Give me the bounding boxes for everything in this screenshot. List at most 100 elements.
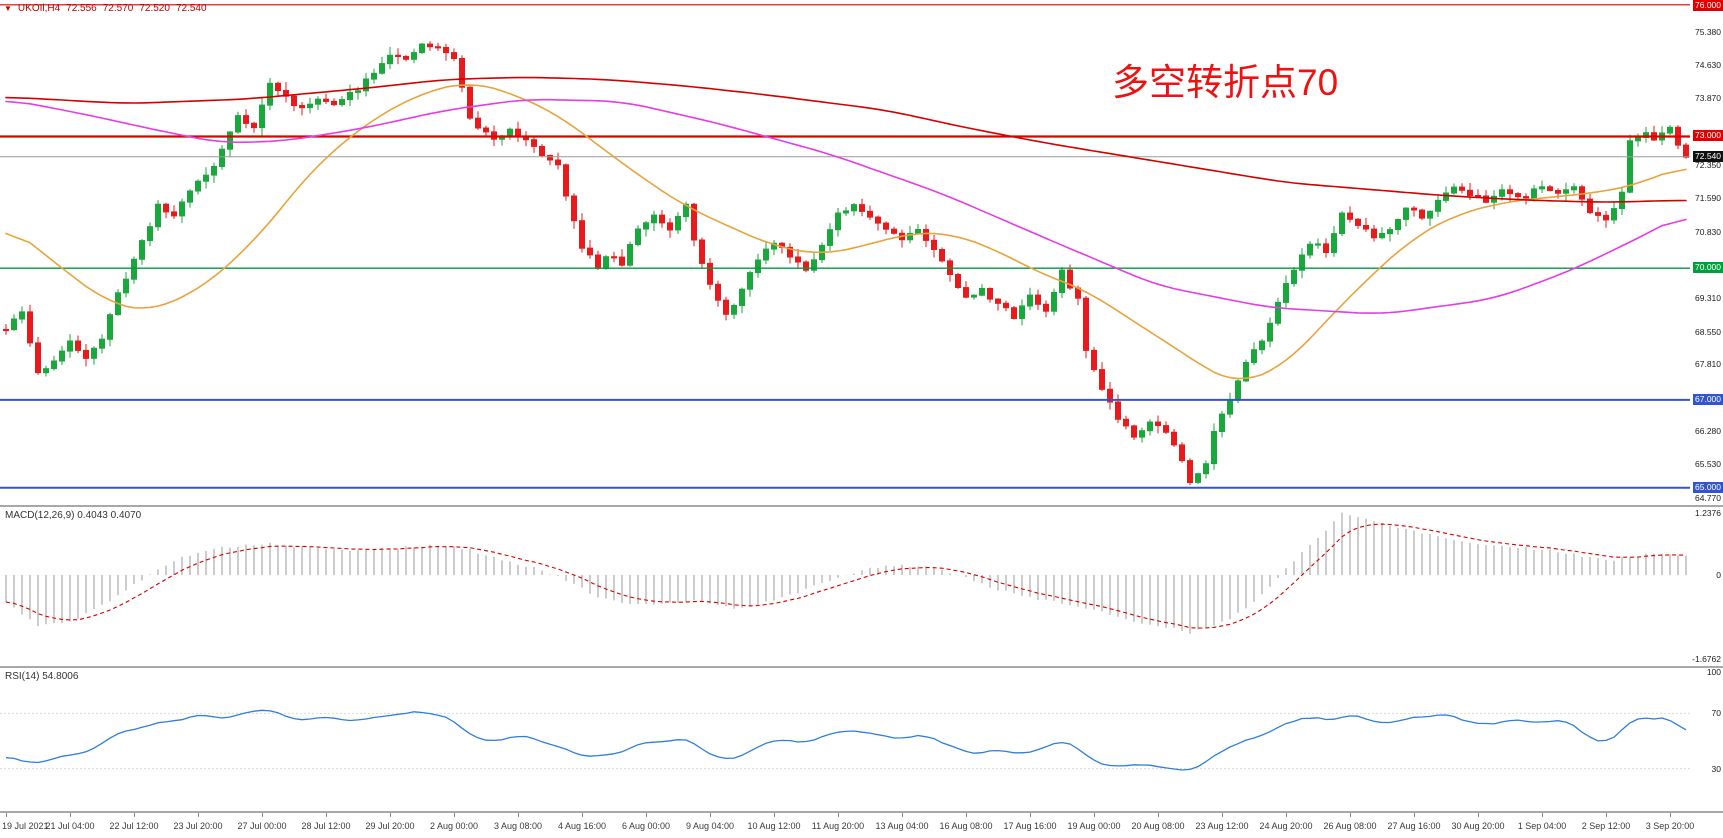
rsi-label: RSI(14) 54.8006 [5,671,79,682]
time-axis-tick [774,813,775,817]
price-axis-tick: 73.870 [1695,93,1721,104]
time-axis-label: 30 Aug 20:00 [1451,821,1505,831]
time-axis-tick [518,813,519,817]
time-axis-tick [1350,813,1351,817]
macd-axis-tick: 0 [1716,570,1721,580]
ma-slow-red [5,76,1687,203]
candles-layer [3,41,1689,486]
rsi-line [5,709,1687,771]
time-axis-label: 19 Aug 00:00 [1067,821,1121,831]
price-axis-tick: 75.380 [1695,27,1721,37]
time-axis-tick [198,813,199,817]
time-axis-tick [390,813,391,817]
time-axis-label: 29 Jul 20:00 [365,821,415,831]
time-axis-tick [838,813,839,817]
time-axis-label: 20 Aug 08:00 [1131,821,1185,831]
rsi-axis-tick: 70 [1711,708,1721,719]
time-axis-label: 6 Aug 00:00 [621,821,671,831]
price-level-badge: 73.000 [1693,130,1723,142]
time-axis-tick [6,813,7,817]
price-axis-tick: 69.310 [1695,293,1721,304]
macd-axis-tick: -1.6762 [1692,653,1721,664]
time-axis-label: 4 Aug 16:00 [557,821,607,831]
time-axis-tick [902,813,903,817]
time-axis-label: 9 Aug 04:00 [685,821,735,831]
price-level-badge: 67.000 [1693,393,1723,405]
time-axis-tick [262,813,263,817]
rsi-axis-tick: 30 [1711,763,1721,774]
candlestick-chart [0,4,1690,489]
time-axis-tick [646,813,647,817]
macd-chart [5,512,1687,634]
time-axis-label: 3 Aug 08:00 [493,821,543,831]
price-axis[interactable]: 75.380 74.630 73.870 72.350 71.590 70.830 69.3… [1690,0,1723,505]
symbol-ohlc-header: ▼ UKOIl,H4 72.556 72.570 72.520 72.540 [4,3,207,14]
macd-histogram [5,512,1687,634]
price-axis-tick: 65.530 [1695,459,1721,470]
time-axis-label: 22 Jul 12:00 [109,821,159,831]
time-axis-label: 10 Aug 12:00 [747,821,801,831]
time-axis-label: 2 Sep 12:00 [1581,821,1631,831]
time-axis-label: 11 Aug 20:00 [811,821,865,831]
time-axis-tick [710,813,711,817]
ohlc-low: 72.520 [139,3,170,14]
time-axis-label: 19 Jul 2021 [2,821,49,831]
time-axis-tick [1414,813,1415,817]
symbol-timeframe: UKOIl,H4 [17,3,61,14]
panel-separator[interactable] [0,811,1723,813]
time-axis-label: 23 Aug 12:00 [1195,821,1249,831]
chart-shift-marker-icon: ▼ [4,4,12,13]
ma-fast-orange [5,84,1687,380]
horizontal-levels-layer [0,4,1690,489]
time-axis-label: 23 Jul 20:00 [173,821,223,831]
time-axis-tick [1606,813,1607,817]
time-axis-label: 3 Sep 20:00 [1645,821,1695,831]
panel-separator[interactable] [0,505,1723,507]
time-axis-label: 28 Jul 12:00 [301,821,351,831]
price-axis-tick: 68.550 [1695,326,1721,337]
time-axis-tick [70,813,71,817]
price-axis-tick: 64.770 [1695,492,1721,503]
time-axis-tick [326,813,327,817]
time-axis-tick [1286,813,1287,817]
time-axis-tick [582,813,583,817]
time-axis-label: 27 Jul 00:00 [237,821,287,831]
price-level-badge: 70.000 [1693,262,1723,274]
time-axis-label: 21 Jul 04:00 [45,821,95,831]
time-axis-tick [1222,813,1223,817]
price-level-badge: 76.000 [1693,0,1723,11]
macd-signal-line [5,523,1687,629]
time-axis-tick [1158,813,1159,817]
macd-label: MACD(12,26,9) 0.4043 0.4070 [5,510,142,521]
time-axis-tick [134,813,135,817]
ohlc-high: 72.570 [102,3,134,14]
time-axis-label: 26 Aug 08:00 [1323,821,1377,831]
time-axis-label: 1 Sep 04:00 [1517,821,1567,831]
main-chart-panel[interactable]: ▼ UKOIl,H4 72.556 72.570 72.520 72.540 多… [0,0,1723,505]
rsi-axis[interactable]: 100 70 30 [1690,668,1723,811]
price-axis-tick: 66.280 [1695,426,1721,437]
price-axis-tick: 70.830 [1695,226,1721,237]
time-axis[interactable]: 19 Jul 2021 21 Jul 04:00 22 Jul 12:00 23 Ju… [0,813,1723,838]
price-axis-tick: 72.350 [1695,160,1721,171]
panel-separator[interactable] [0,666,1723,668]
time-axis-label: 17 Aug 16:00 [1003,821,1057,831]
time-axis-label: 24 Aug 20:00 [1259,821,1313,831]
rsi-axis-tick: 100 [1706,668,1721,677]
time-axis-tick [1094,813,1095,817]
macd-axis[interactable]: 1.2376 0 -1.6762 [1690,507,1723,666]
ma-mid-magenta [5,98,1687,314]
price-axis-tick: 74.630 [1695,59,1721,70]
time-axis-tick [1670,813,1671,817]
rsi-panel[interactable]: RSI(14) 54.8006 100 70 30 [0,668,1723,811]
time-axis-tick [454,813,455,817]
macd-panel[interactable]: MACD(12,26,9) 0.4043 0.4070 1.2376 0 -1.67… [0,507,1723,666]
time-axis-tick [1542,813,1543,817]
price-level-badge: 65.000 [1693,481,1723,493]
time-axis-tick [966,813,967,817]
annotation-text: 多空转折点70 [1112,62,1339,103]
time-axis-label: 16 Aug 08:00 [939,821,993,831]
ohlc-close: 72.540 [175,3,207,14]
time-axis-label: 2 Aug 00:00 [429,821,479,831]
